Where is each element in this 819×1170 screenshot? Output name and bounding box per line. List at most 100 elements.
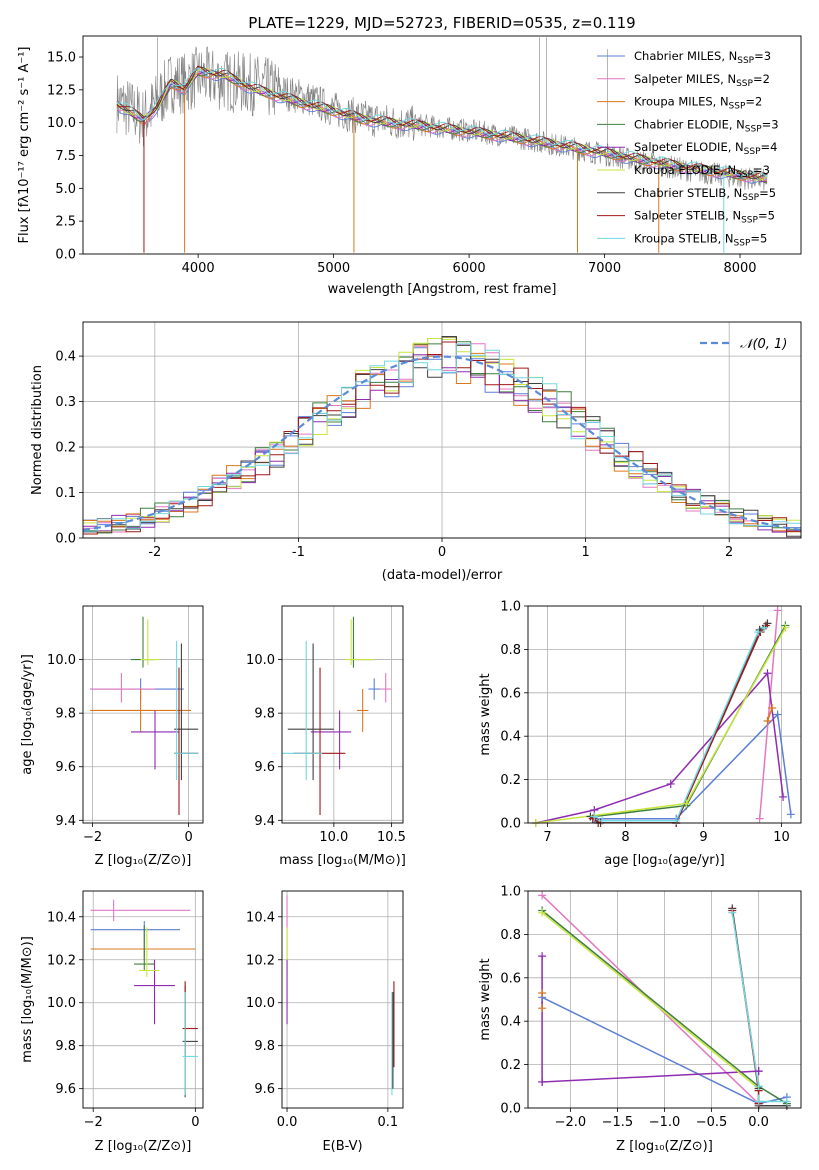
x-tick-label: 8 [621, 830, 629, 845]
series-point-kroupa_miles [763, 717, 772, 726]
x-axis-label: E(B-V) [322, 1139, 362, 1154]
y-tick-label: 2.5 [55, 215, 76, 230]
axes-frame [82, 890, 204, 1109]
x-tick-label: 5000 [317, 261, 350, 276]
x-tick-label: 10.5 [377, 830, 406, 845]
series-point-salpeter_miles [538, 891, 547, 900]
series-line-kroupa_elodie [541, 912, 760, 1090]
y-axis-label: mass [log₁₀(M/M⊙)] [20, 936, 35, 1063]
axes-frame [527, 890, 802, 1109]
axes-frame [281, 890, 404, 1109]
y-axis-label: mass weight [478, 958, 493, 1040]
series-point-salpeter_elodie [779, 792, 788, 801]
x-tick-label: 10.0 [319, 830, 348, 845]
series-point-kroupa_stelib [754, 1097, 763, 1106]
x-tick-label: 7 [543, 830, 551, 845]
chart-age_vs_Z: −2 0 9.4 9.6 9.8 10.0 Z [log₁₀(Z/Z⊙)] age [log₁… [20, 605, 204, 868]
axes-frame [281, 605, 404, 824]
x-tick-label: 4000 [182, 261, 215, 276]
y-tick-label: 9.6 [55, 1082, 76, 1097]
x-tick-label: −2 [84, 1115, 103, 1130]
series-point-kroupa_miles [538, 1004, 547, 1013]
y-tick-label: 0.0 [500, 817, 521, 832]
y-tick-label: 0.0 [55, 532, 76, 547]
legend-entry: 𝒩(0, 1) [740, 337, 787, 352]
x-tick-label: −2 [83, 830, 102, 845]
y-tick-label: 10.4 [246, 910, 275, 925]
chart-title: PLATE=1229, MJD=52723, FIBERID=0535, z=0… [248, 14, 635, 32]
x-tick-label: −2.0 [555, 1115, 587, 1130]
y-tick-label: 10.4 [47, 910, 76, 925]
axes-frame [82, 321, 802, 539]
series-point-salpeter_elodie [763, 669, 772, 678]
x-tick-label: 0.0 [748, 1115, 769, 1130]
legend-entry: Kroupa STELIB, NSSP=5 [634, 231, 767, 248]
axes-frame [527, 605, 802, 824]
x-tick-label: 8000 [723, 261, 756, 276]
series-point-salpeter_miles [755, 814, 764, 823]
y-tick-label: 10.2 [47, 953, 76, 968]
x-tick-label: 10 [773, 830, 790, 845]
series-point-kroupa_elodie [781, 623, 790, 632]
series-point-kroupa_elodie [682, 799, 691, 808]
y-tick-label: 10.0 [47, 996, 76, 1011]
plot-area [90, 899, 198, 1098]
y-tick-label: 9.4 [55, 814, 76, 829]
y-axis-label: age [log₁₀(age/yr)] [20, 654, 35, 775]
x-axis-label: Z [log₁₀(Z/Z⊙)] [95, 1139, 192, 1154]
y-tick-label: 5.0 [55, 182, 76, 197]
x-tick-label: 2 [725, 545, 733, 560]
y-tick-label: 1.0 [500, 885, 521, 900]
x-tick-label: 0 [184, 830, 192, 845]
series-point-kroupa_stelib [598, 816, 607, 825]
x-tick-label: 9 [699, 830, 707, 845]
y-tick-label: 0.8 [500, 928, 521, 943]
y-tick-label: 0.1 [55, 486, 76, 501]
chart-mass_vs_EBV: 0.0 0.1 9.6 9.8 10.0 10.2 10.4 E(B-V) [246, 890, 404, 1154]
y-tick-label: 9.8 [55, 707, 76, 722]
y-tick-label: 0.0 [500, 1102, 521, 1117]
y-tick-label: 12.5 [47, 83, 76, 98]
y-tick-label: 0.0 [55, 248, 76, 263]
legend-entry: Chabrier MILES, NSSP=3 [634, 49, 771, 66]
legend-entry: Chabrier ELODIE, NSSP=3 [634, 117, 779, 134]
series-point-kroupa_stelib [728, 908, 737, 917]
y-tick-label: 10.0 [246, 996, 275, 1011]
y-tick-label: 9.6 [254, 760, 275, 775]
x-tick-label: 0 [191, 1115, 199, 1130]
y-tick-label: 10.0 [246, 653, 275, 668]
y-tick-label: 0.8 [500, 643, 521, 658]
y-axis-label: Normed distribution [30, 365, 45, 495]
legend-entry: Chabrier STELIB, NSSP=5 [634, 186, 776, 203]
series-point-salpeter_elodie [538, 952, 547, 961]
legend: 𝒩(0, 1) [700, 337, 787, 352]
series-point-kroupa_elodie [538, 908, 547, 917]
plot-area [282, 616, 392, 815]
series-point-kroupa_miles [538, 988, 547, 997]
y-tick-label: 1.0 [500, 600, 521, 615]
x-tick-label: -1 [292, 545, 305, 560]
legend: Chabrier MILES, NSSP=3 Salpeter MILES, NS… [597, 49, 779, 248]
series-point-salpeter_elodie [754, 1067, 763, 1076]
x-axis-label: mass [log₁₀(M/M⊙)] [279, 853, 406, 868]
y-tick-label: 15.0 [47, 51, 76, 66]
axes-frame [82, 35, 802, 255]
x-axis-label: Z [log₁₀(Z/Z⊙)] [616, 1139, 713, 1154]
plot-area [286, 895, 395, 1096]
y-tick-label: 9.8 [254, 707, 275, 722]
chart-spectrum: 4000 5000 6000 7000 8000 0.0 2.5 5.0 7.5 10.0 12.5… [17, 14, 802, 297]
chart-age_vs_mass: 10.0 10.5 9.4 9.6 9.8 10.0 mass [log₁₀(M/M⊙)] [246, 605, 406, 868]
chart-massweight_vs_Z: −2.0 −1.5 −1.0 −0.5 0.0 0.0 0.2 0.4 0.6 0.8 1.0 Z [… [478, 885, 802, 1154]
x-axis-label: wavelength [Angstrom, rest frame] [328, 282, 557, 297]
series-point-salpeter_miles [773, 606, 782, 615]
series-line-chabrier_miles [594, 712, 792, 820]
y-tick-label: 0.6 [500, 971, 521, 986]
y-tick-label: 9.8 [55, 1039, 76, 1054]
x-tick-label: 1 [581, 545, 589, 560]
y-tick-label: 0.3 [55, 395, 76, 410]
series-point-kroupa_stelib [672, 816, 681, 825]
y-tick-label: 0.4 [55, 350, 76, 365]
model-line-salpeter_elodie [116, 69, 768, 183]
series-line-salpeter_miles [541, 894, 760, 1105]
